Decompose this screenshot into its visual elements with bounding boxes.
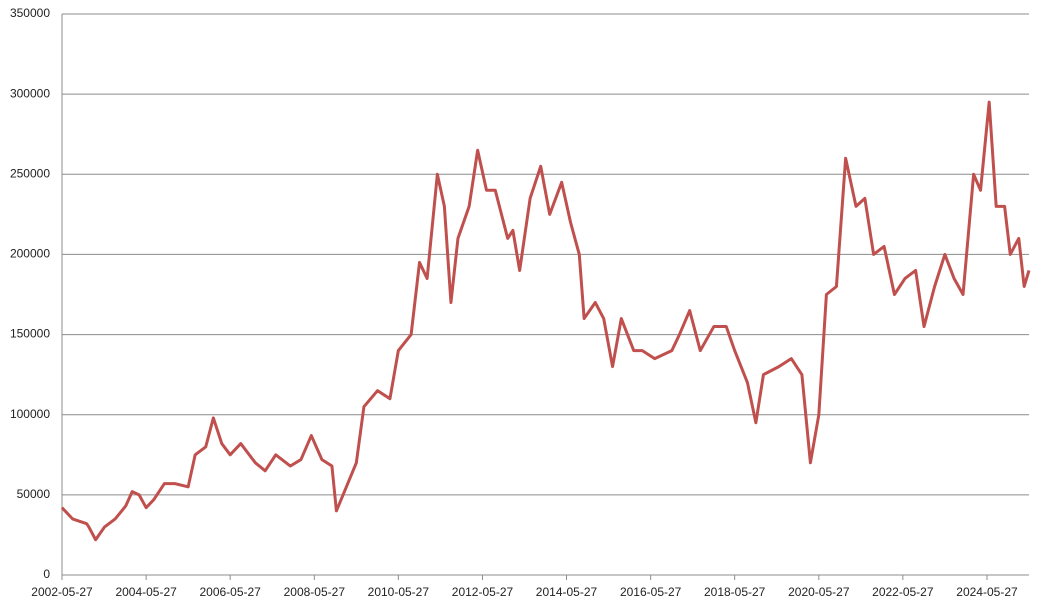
y-tick-label: 350000 (10, 6, 50, 20)
x-tick-label: 2012-05-27 (452, 585, 514, 599)
x-tick-label: 2022-05-27 (872, 585, 934, 599)
x-tick-label: 2006-05-27 (199, 585, 261, 599)
x-tick-label: 2016-05-27 (620, 585, 682, 599)
y-tick-label: 100000 (10, 407, 50, 421)
x-tick-label: 2004-05-27 (115, 585, 177, 599)
y-tick-label: 150000 (10, 327, 50, 341)
data-line (60, 100, 1031, 542)
x-tick-label: 2002-05-27 (31, 585, 93, 599)
x-tick-label: 2008-05-27 (284, 585, 346, 599)
x-tick-label: 2020-05-27 (788, 585, 850, 599)
y-tick-label: 200000 (10, 247, 50, 261)
y-tick-label: 300000 (10, 86, 50, 100)
y-tick-label: 250000 (10, 166, 50, 180)
y-tick-label: 0 (43, 567, 50, 581)
x-tick-label: 2014-05-27 (536, 585, 598, 599)
y-tick-label: 50000 (17, 487, 51, 501)
x-tick-label: 2010-05-27 (368, 585, 430, 599)
x-tick-label: 2024-05-27 (956, 585, 1018, 599)
x-tick-label: 2018-05-27 (704, 585, 766, 599)
